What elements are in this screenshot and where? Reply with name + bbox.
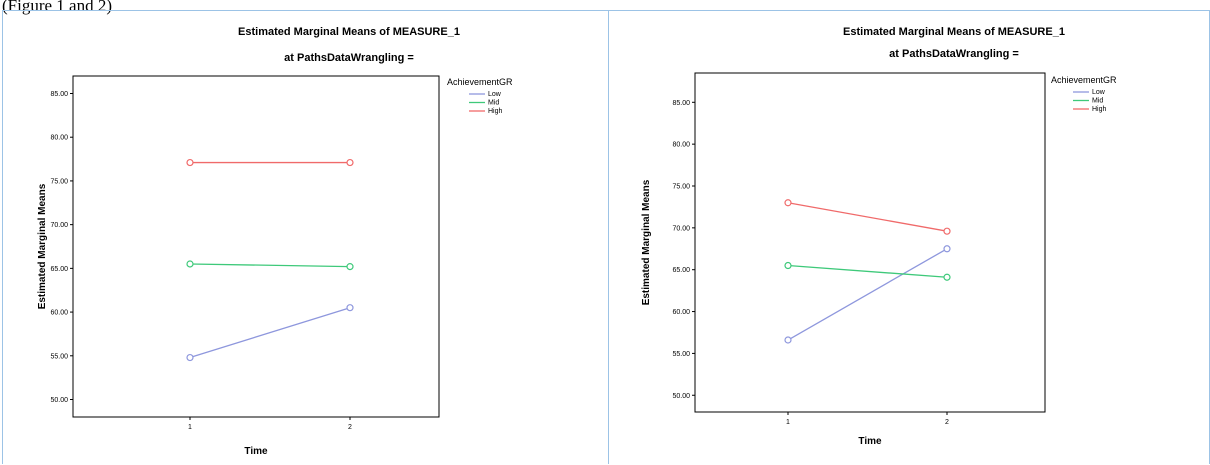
y-tick-label: 80.00 [50, 135, 68, 142]
legend-label-mid: Mid [488, 100, 499, 107]
data-point-high [943, 227, 951, 235]
chart-figure-1: Estimated Marginal Means of MEASURE_1at … [37, 26, 513, 457]
legend-label-mid: Mid [1092, 98, 1103, 105]
y-axis-label: Estimated Marginal Means [641, 179, 652, 305]
series-line-mid [787, 264, 948, 278]
series-line-high [787, 202, 948, 232]
series-line-mid [189, 263, 351, 268]
legend-label-high: High [488, 108, 503, 115]
y-tick-label: 60.00 [672, 309, 690, 316]
legend-label-low: Low [1092, 89, 1106, 96]
legend-label-high: High [1092, 106, 1107, 113]
legend-label-low: Low [488, 91, 502, 98]
y-tick-label: 75.00 [50, 178, 68, 185]
legend-title: AchievementGR [1051, 75, 1117, 85]
data-point-high [346, 158, 354, 167]
figure-caption: (Figure 1 and 2) [2, 0, 113, 15]
series-line-low [189, 307, 351, 359]
y-tick-label: 65.00 [50, 266, 68, 273]
y-tick-label: 75.00 [672, 184, 690, 191]
y-tick-label: 60.00 [50, 310, 68, 317]
chart-title: Estimated Marginal Means of MEASURE_1 [238, 26, 460, 38]
x-tick-label: 1 [188, 424, 192, 431]
y-tick-label: 55.00 [50, 353, 68, 360]
data-point-mid [784, 261, 792, 270]
y-axis-label: Estimated Marginal Means [37, 183, 48, 309]
data-point-high [186, 158, 194, 167]
x-tick-label: 2 [945, 419, 949, 426]
data-point-high [784, 199, 792, 207]
data-point-mid [186, 260, 194, 268]
data-point-mid [943, 273, 951, 281]
data-point-low [186, 353, 194, 362]
y-tick-label: 85.00 [672, 100, 690, 107]
data-point-mid [346, 263, 354, 271]
chart-title: Estimated Marginal Means of MEASURE_1 [843, 26, 1065, 38]
data-point-low [784, 336, 792, 344]
y-tick-label: 70.00 [672, 225, 690, 232]
plot-frame [72, 75, 440, 418]
x-tick-label: 1 [786, 419, 790, 426]
x-axis-label: Time [858, 436, 882, 447]
chart-figure-2: Estimated Marginal Means of MEASURE_1at … [641, 26, 1117, 447]
y-tick-label: 50.00 [50, 397, 68, 404]
data-point-low [943, 245, 951, 253]
x-axis-label: Time [244, 446, 268, 457]
y-tick-label: 65.00 [672, 267, 690, 274]
chart-subtitle: at PathsDataWrangling = [889, 48, 1019, 60]
y-tick-label: 70.00 [50, 222, 68, 229]
chart-subtitle: at PathsDataWrangling = [284, 52, 414, 64]
series-line-low [787, 248, 948, 341]
plot-frame [694, 72, 1046, 413]
legend-title: AchievementGR [447, 77, 513, 87]
y-tick-label: 80.00 [672, 142, 690, 149]
x-tick-label: 2 [348, 424, 352, 431]
y-tick-label: 85.00 [50, 91, 68, 98]
data-point-low [346, 304, 354, 312]
y-tick-label: 55.00 [672, 351, 690, 358]
y-tick-label: 50.00 [672, 393, 690, 400]
